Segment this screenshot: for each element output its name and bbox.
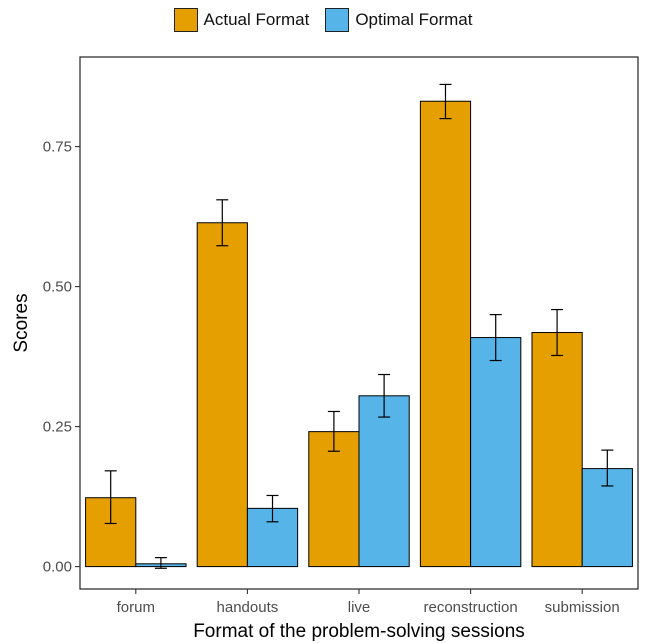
error-bar-handouts-optimal — [266, 494, 279, 523]
x-tick-label-submission: submission — [545, 599, 620, 616]
legend-item-optimal: Optimal Format — [325, 8, 472, 32]
bars-layer — [85, 100, 633, 568]
error-bar-live-optimal — [378, 373, 391, 418]
legend-key-optimal — [325, 8, 350, 32]
y-tick-label: 0.75 — [43, 139, 72, 156]
error-bar-submission-actual — [551, 308, 564, 357]
error-bar-forum-optimal — [154, 557, 167, 569]
bar-handouts-actual — [196, 222, 248, 568]
y-tick-label: 0.25 — [43, 419, 72, 436]
legend-key-actual — [173, 8, 198, 32]
x-axis-title: Format of the problem-solving sessions — [193, 621, 525, 642]
bar-reconstruction-actual — [419, 100, 472, 568]
x-tick-label-live: live — [348, 599, 371, 616]
x-axis: forum handouts live reconstruction submissio… — [117, 589, 620, 616]
legend: Actual Format Optimal Format — [0, 6, 646, 34]
error-bar-handouts-actual — [216, 199, 229, 247]
legend-label-actual: Actual Format — [203, 10, 310, 29]
x-tick-label-forum: forum — [117, 599, 155, 616]
error-bar-forum-actual — [104, 470, 117, 525]
bar-submission-actual — [531, 332, 583, 568]
bar-reconstruction-optimal — [470, 337, 522, 568]
y-axis-title: Scores — [11, 293, 32, 352]
error-bars-layer — [104, 83, 614, 569]
error-bar-submission-optimal — [601, 449, 614, 487]
y-tick-label: 0.00 — [43, 559, 72, 576]
y-tick-label: 0.50 — [43, 279, 72, 296]
x-tick-label-handouts: handouts — [217, 599, 279, 616]
bar-live-optimal — [358, 395, 410, 568]
legend-label-optimal: Optimal Format — [355, 10, 473, 29]
y-axis: 0.00 0.25 0.50 0.75 — [43, 139, 80, 576]
error-bar-reconstruction-actual — [439, 83, 452, 120]
error-bar-reconstruction-optimal — [489, 314, 502, 362]
x-tick-label-reconstruction: reconstruction — [423, 599, 517, 616]
bar-live-actual — [308, 431, 360, 568]
error-bar-live-actual — [327, 410, 340, 452]
legend-item-actual: Actual Format — [173, 8, 310, 32]
